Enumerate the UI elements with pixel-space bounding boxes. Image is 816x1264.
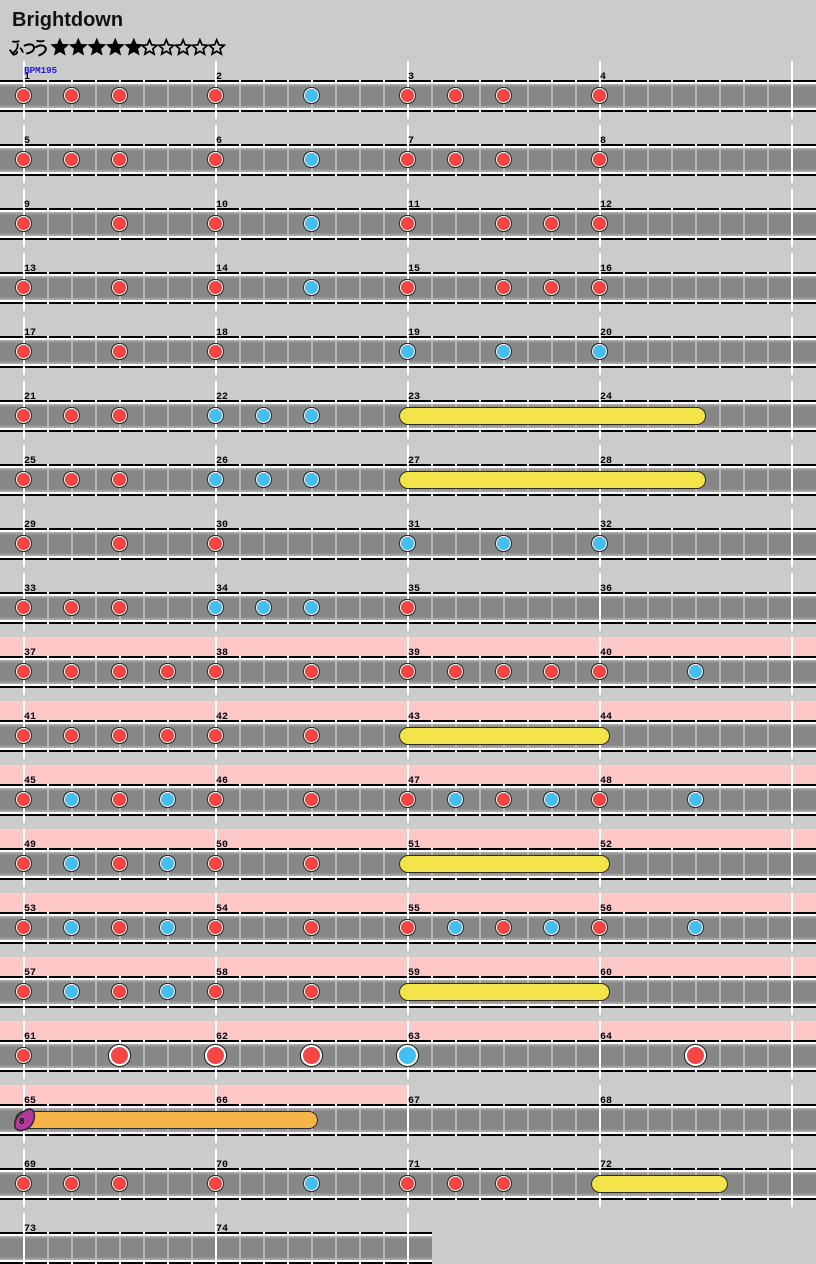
svg-text:8: 8	[19, 1117, 24, 1127]
